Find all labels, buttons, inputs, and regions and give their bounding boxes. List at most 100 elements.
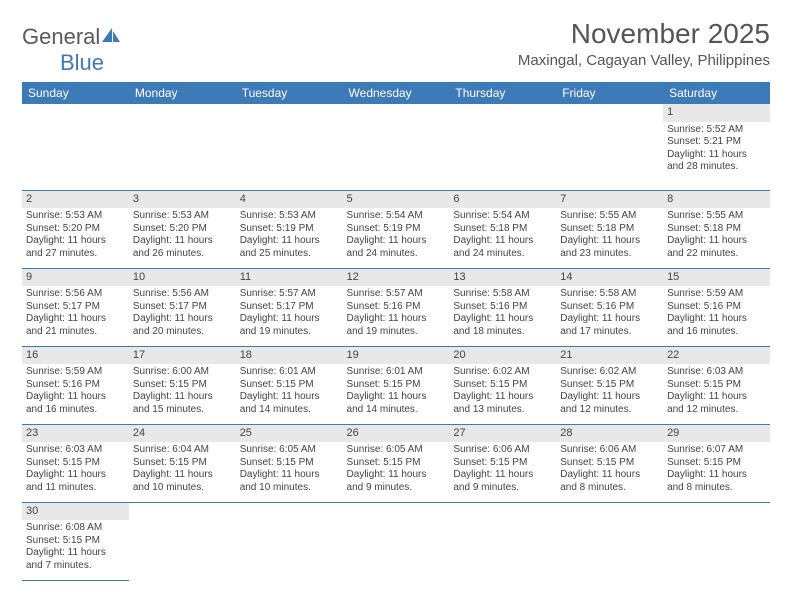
day-body: Sunrise: 5:55 AMSunset: 5:18 PMDaylight:… — [556, 208, 663, 264]
day-line: Sunrise: 5:59 AM — [26, 366, 125, 379]
day-line: Sunrise: 6:08 AM — [26, 522, 125, 535]
day-line: and 17 minutes. — [560, 326, 659, 339]
day-line: Sunrise: 5:56 AM — [133, 288, 232, 301]
day-body: Sunrise: 6:03 AMSunset: 5:15 PMDaylight:… — [663, 364, 770, 420]
day-header: Saturday — [663, 82, 770, 104]
day-line: and 11 minutes. — [26, 482, 125, 495]
day-number: 30 — [22, 503, 129, 521]
calendar-table: Sunday Monday Tuesday Wednesday Thursday… — [22, 82, 770, 581]
day-line: Sunset: 5:18 PM — [560, 223, 659, 236]
day-body: Sunrise: 5:56 AMSunset: 5:17 PMDaylight:… — [129, 286, 236, 342]
day-line: and 22 minutes. — [667, 248, 766, 261]
day-number: 13 — [449, 269, 556, 287]
day-body: Sunrise: 5:52 AMSunset: 5:21 PMDaylight:… — [663, 122, 770, 178]
day-line: and 26 minutes. — [133, 248, 232, 261]
title-block: November 2025 Maxingal, Cagayan Valley, … — [518, 18, 770, 69]
day-line: Daylight: 11 hours — [667, 469, 766, 482]
day-line: and 20 minutes. — [133, 326, 232, 339]
day-cell: 18Sunrise: 6:01 AMSunset: 5:15 PMDayligh… — [236, 346, 343, 424]
day-line: Daylight: 11 hours — [667, 313, 766, 326]
day-cell: 21Sunrise: 6:02 AMSunset: 5:15 PMDayligh… — [556, 346, 663, 424]
day-line: and 19 minutes. — [240, 326, 339, 339]
day-cell: 12Sunrise: 5:57 AMSunset: 5:16 PMDayligh… — [343, 268, 450, 346]
day-line: Daylight: 11 hours — [560, 391, 659, 404]
day-line: Sunrise: 5:52 AM — [667, 124, 766, 137]
day-line: Sunrise: 6:00 AM — [133, 366, 232, 379]
day-cell: 26Sunrise: 6:05 AMSunset: 5:15 PMDayligh… — [343, 424, 450, 502]
day-line: Sunset: 5:15 PM — [453, 457, 552, 470]
day-number: 19 — [343, 347, 450, 365]
day-body: Sunrise: 5:56 AMSunset: 5:17 PMDaylight:… — [22, 286, 129, 342]
day-cell: .. — [343, 502, 450, 580]
day-line: Daylight: 11 hours — [560, 313, 659, 326]
day-line: Daylight: 11 hours — [133, 391, 232, 404]
day-body: Sunrise: 6:01 AMSunset: 5:15 PMDaylight:… — [343, 364, 450, 420]
day-line: Sunrise: 6:01 AM — [347, 366, 446, 379]
day-cell: 29Sunrise: 6:07 AMSunset: 5:15 PMDayligh… — [663, 424, 770, 502]
day-cell: 7Sunrise: 5:55 AMSunset: 5:18 PMDaylight… — [556, 190, 663, 268]
day-cell: .. — [556, 104, 663, 190]
day-line: Sunset: 5:15 PM — [26, 457, 125, 470]
day-line: Daylight: 11 hours — [347, 469, 446, 482]
day-cell: 6Sunrise: 5:54 AMSunset: 5:18 PMDaylight… — [449, 190, 556, 268]
day-line: Sunrise: 5:53 AM — [26, 210, 125, 223]
day-cell: 13Sunrise: 5:58 AMSunset: 5:16 PMDayligh… — [449, 268, 556, 346]
day-line: Sunrise: 6:03 AM — [667, 366, 766, 379]
day-cell: 23Sunrise: 6:03 AMSunset: 5:15 PMDayligh… — [22, 424, 129, 502]
day-line: Daylight: 11 hours — [560, 469, 659, 482]
day-cell: 1Sunrise: 5:52 AMSunset: 5:21 PMDaylight… — [663, 104, 770, 190]
day-number: 5 — [343, 191, 450, 209]
day-cell: 4Sunrise: 5:53 AMSunset: 5:19 PMDaylight… — [236, 190, 343, 268]
day-body: Sunrise: 6:04 AMSunset: 5:15 PMDaylight:… — [129, 442, 236, 498]
day-cell: 25Sunrise: 6:05 AMSunset: 5:15 PMDayligh… — [236, 424, 343, 502]
day-line: Sunset: 5:15 PM — [347, 457, 446, 470]
day-line: Sunrise: 6:05 AM — [240, 444, 339, 457]
day-body: Sunrise: 6:06 AMSunset: 5:15 PMDaylight:… — [449, 442, 556, 498]
day-cell: 8Sunrise: 5:55 AMSunset: 5:18 PMDaylight… — [663, 190, 770, 268]
day-line: Sunset: 5:15 PM — [240, 379, 339, 392]
day-line: Sunrise: 5:59 AM — [667, 288, 766, 301]
day-line: Sunrise: 6:07 AM — [667, 444, 766, 457]
day-line: Daylight: 11 hours — [453, 469, 552, 482]
day-body: Sunrise: 6:05 AMSunset: 5:15 PMDaylight:… — [343, 442, 450, 498]
day-number: 7 — [556, 191, 663, 209]
day-cell: .. — [663, 502, 770, 580]
day-line: Sunrise: 5:55 AM — [560, 210, 659, 223]
day-line: Daylight: 11 hours — [133, 235, 232, 248]
day-body: Sunrise: 6:03 AMSunset: 5:15 PMDaylight:… — [22, 442, 129, 498]
day-cell: 16Sunrise: 5:59 AMSunset: 5:16 PMDayligh… — [22, 346, 129, 424]
day-line: Sunrise: 5:54 AM — [347, 210, 446, 223]
day-line: Sunset: 5:16 PM — [667, 301, 766, 314]
day-line: Sunset: 5:18 PM — [667, 223, 766, 236]
day-number: 28 — [556, 425, 663, 443]
day-line: Sunset: 5:21 PM — [667, 136, 766, 149]
day-body: Sunrise: 5:58 AMSunset: 5:16 PMDaylight:… — [556, 286, 663, 342]
day-number: 27 — [449, 425, 556, 443]
day-body: Sunrise: 6:05 AMSunset: 5:15 PMDaylight:… — [236, 442, 343, 498]
day-line: Sunset: 5:15 PM — [133, 379, 232, 392]
day-cell: 3Sunrise: 5:53 AMSunset: 5:20 PMDaylight… — [129, 190, 236, 268]
week-row: 9Sunrise: 5:56 AMSunset: 5:17 PMDaylight… — [22, 268, 770, 346]
week-row: 30Sunrise: 6:08 AMSunset: 5:15 PMDayligh… — [22, 502, 770, 580]
day-line: and 21 minutes. — [26, 326, 125, 339]
day-line: Sunset: 5:15 PM — [240, 457, 339, 470]
day-cell: .. — [236, 502, 343, 580]
day-body: Sunrise: 6:08 AMSunset: 5:15 PMDaylight:… — [22, 520, 129, 576]
day-body: Sunrise: 5:58 AMSunset: 5:16 PMDaylight:… — [449, 286, 556, 342]
day-cell: .. — [449, 104, 556, 190]
day-cell: 30Sunrise: 6:08 AMSunset: 5:15 PMDayligh… — [22, 502, 129, 580]
day-header-row: Sunday Monday Tuesday Wednesday Thursday… — [22, 82, 770, 104]
week-row: 2Sunrise: 5:53 AMSunset: 5:20 PMDaylight… — [22, 190, 770, 268]
day-cell: .. — [129, 502, 236, 580]
day-number: 3 — [129, 191, 236, 209]
day-line: and 7 minutes. — [26, 560, 125, 573]
day-line: and 16 minutes. — [667, 326, 766, 339]
day-cell: 20Sunrise: 6:02 AMSunset: 5:15 PMDayligh… — [449, 346, 556, 424]
day-line: and 13 minutes. — [453, 404, 552, 417]
day-number: 2 — [22, 191, 129, 209]
day-line: and 12 minutes. — [667, 404, 766, 417]
day-line: and 16 minutes. — [26, 404, 125, 417]
logo-word2: Blue — [60, 50, 104, 75]
day-header: Monday — [129, 82, 236, 104]
day-line: Sunrise: 6:06 AM — [453, 444, 552, 457]
